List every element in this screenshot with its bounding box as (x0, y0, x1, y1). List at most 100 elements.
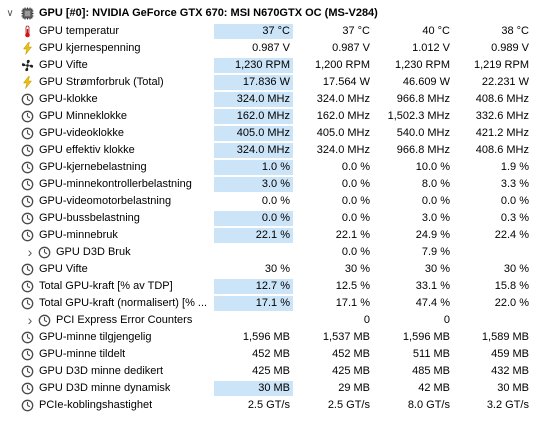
average-value: 0.3 % (500, 212, 529, 224)
average-value: 421.2 MHz (475, 127, 529, 139)
sensor-label: GPU-videomotorbelastning (39, 195, 172, 207)
max-value: 966.8 MHz (396, 93, 450, 105)
max-value: 10.0 % (415, 161, 450, 173)
min-value: 2.5 GT/s (327, 399, 370, 411)
clock-icon (21, 110, 34, 123)
clock-icon (21, 280, 34, 293)
sensor-row[interactable]: GPU Minneklokke 162.0 MHz 162.0 MHz 1,502.3… (0, 108, 556, 125)
min-value: 324.0 MHz (316, 93, 370, 105)
sensor-row[interactable]: GPU kjernespenning 0.987 V 0.987 V 1.012 V 0… (0, 40, 556, 57)
sensor-row[interactable]: PCIe-koblingshastighet 2.5 GT/s 2.5 GT/s 8.… (0, 397, 556, 414)
sensor-row[interactable]: GPU-klokke 324.0 MHz 324.0 MHz 966.8 MHz 408… (0, 91, 556, 108)
current-value: 37 °C (262, 25, 290, 37)
min-value: 37 °C (342, 25, 370, 37)
sensor-row[interactable]: GPU D3D minne dynamisk 30 MB 29 MB 42 MB 30 … (0, 380, 556, 397)
min-value: 162.0 MHz (316, 110, 370, 122)
min-value: 0.0 % (341, 178, 370, 190)
sensor-row[interactable]: GPU-minnebruk 22.1 % 22.1 % 24.9 % 22.4 % (0, 227, 556, 244)
sensor-label: GPU Vifte (39, 59, 88, 71)
average-value: 22.231 W (481, 76, 529, 88)
max-value: 511 MB (412, 348, 450, 360)
sensor-row[interactable]: GPU-videomotorbelastning 0.0 % 0.0 % 0.0 % 0… (0, 193, 556, 210)
min-value: 0.0 % (341, 212, 370, 224)
average-value: 30 % (503, 263, 529, 275)
sensor-row[interactable]: GPU D3D minne dedikert 425 MB 425 MB 485 MB… (0, 363, 556, 380)
clock-icon (21, 331, 34, 344)
current-value: 12.7 % (255, 280, 290, 292)
average-value: 408.6 MHz (475, 93, 529, 105)
sensor-row[interactable]: GPU-kjernebelastning 1.0 % 0.0 % 10.0 % 1.9 … (0, 159, 556, 176)
chevron-right-icon[interactable]: › (27, 312, 33, 328)
sensor-row[interactable]: GPU Vifte 30 % 30 % 30 % 30 % (0, 261, 556, 278)
max-value: 485 MB (412, 365, 450, 377)
max-value: 966.8 MHz (396, 144, 450, 156)
chevron-down-icon[interactable]: ∨ (6, 8, 14, 19)
average-value: 1,589 MB (481, 331, 529, 343)
current-value: 1,230 RPM (234, 59, 290, 71)
current-value-highlight (214, 296, 293, 311)
sensor-row[interactable]: GPU Vifte 1,230 RPM 1,200 RPM 1,230 RPM 1,21… (0, 57, 556, 74)
sensor-label: GPU-minnekontrollerbelastning (39, 178, 192, 190)
min-value: 0.0 % (341, 246, 370, 258)
current-value-highlight (214, 381, 293, 396)
chevron-right-icon[interactable]: › (27, 244, 33, 260)
sensor-label: GPU-videoklokke (39, 127, 124, 139)
min-value: 405.0 MHz (316, 127, 370, 139)
sensor-row[interactable]: GPU-bussbelastning 0.0 % 0.0 % 3.0 % 0.3 % (0, 210, 556, 227)
sensor-label: Total GPU-kraft (normalisert) [% ... (39, 297, 208, 309)
current-value: 324.0 MHz (236, 144, 290, 156)
average-value: 15.8 % (494, 280, 529, 292)
current-value-highlight (214, 177, 293, 192)
max-value: 46.609 W (402, 76, 450, 88)
sensor-label: GPU Vifte (39, 263, 88, 275)
min-value: 0 (363, 314, 370, 326)
current-value-highlight (214, 24, 293, 39)
sensor-row[interactable]: GPU effektiv klokke 324.0 MHz 324.0 MHz 966… (0, 142, 556, 159)
current-value-highlight (214, 92, 293, 107)
average-value: 0.0 % (500, 195, 529, 207)
current-value: 0.987 V (252, 42, 290, 54)
min-value: 12.5 % (335, 280, 370, 292)
max-value: 540.0 MHz (396, 127, 450, 139)
sensor-row[interactable]: GPU-minne tilgjengelig 1,596 MB 1,537 MB 1,… (0, 329, 556, 346)
lightning-icon (21, 76, 34, 89)
min-value: 452 MB (332, 348, 370, 360)
current-value-highlight (214, 143, 293, 158)
sensor-row[interactable]: GPU Strømforbruk (Total) 17.836 W 17.564 W… (0, 74, 556, 91)
current-value-highlight (214, 75, 293, 90)
sensor-row[interactable]: GPU temperatur 37 °C 37 °C 40 °C 38 °C (0, 23, 556, 40)
sensor-row[interactable]: GPU-minne tildelt 452 MB 452 MB 511 MB 459 M… (0, 346, 556, 363)
current-value-highlight (214, 279, 293, 294)
clock-icon (21, 399, 34, 412)
sensor-row[interactable]: Total GPU-kraft [% av TDP] 12.7 % 12.5 % 33… (0, 278, 556, 295)
gpu-group-row[interactable]: ∨ GPU [#0]: NVIDIA GeForce GTX 670: MSI … (0, 4, 556, 23)
current-value: 3.0 % (261, 178, 290, 190)
sensor-label: Total GPU-kraft [% av TDP] (39, 280, 173, 292)
average-value: 22.0 % (494, 297, 529, 309)
average-value: 38 °C (501, 25, 529, 37)
sensor-label: PCIe-koblingshastighet (39, 399, 153, 411)
max-value: 1,230 RPM (394, 59, 450, 71)
sensor-subgroup-row[interactable]: › PCI Express Error Counters 0 0 (0, 312, 556, 329)
current-value: 1,596 MB (242, 331, 290, 343)
sensor-label: GPU D3D minne dynamisk (39, 382, 171, 394)
sensor-row[interactable]: Total GPU-kraft (normalisert) [% ... 17.1… (0, 295, 556, 312)
thermometer-icon (21, 25, 34, 38)
current-value-highlight (214, 160, 293, 175)
current-value-highlight (214, 228, 293, 243)
sensor-subgroup-row[interactable]: › GPU D3D Bruk 0.0 % 7.9 % (0, 244, 556, 261)
sensor-row[interactable]: GPU-videoklokke 405.0 MHz 405.0 MHz 540.0 M… (0, 125, 556, 142)
sensor-row[interactable]: GPU-minnekontrollerbelastning 3.0 % 0.0 % 8… (0, 176, 556, 193)
min-value: 0.0 % (341, 161, 370, 173)
clock-icon (21, 348, 34, 361)
clock-icon (21, 365, 34, 378)
sensor-label: GPU-kjernebelastning (39, 161, 147, 173)
min-value: 0.987 V (332, 42, 370, 54)
current-value: 2.5 GT/s (247, 399, 290, 411)
max-value: 1,502.3 MHz (387, 110, 450, 122)
sensor-label: GPU effektiv klokke (39, 144, 135, 156)
average-value: 408.6 MHz (475, 144, 529, 156)
max-value: 47.4 % (415, 297, 450, 309)
current-value-highlight (214, 126, 293, 141)
average-value: 30 MB (497, 382, 529, 394)
